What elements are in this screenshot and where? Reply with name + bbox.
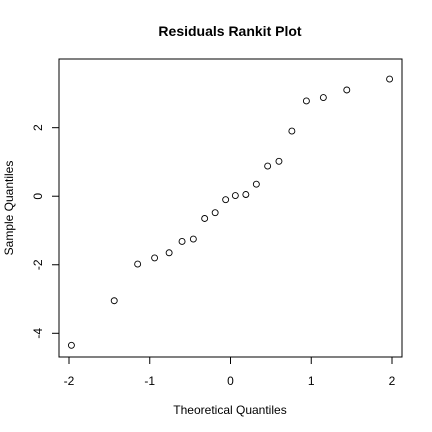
data-point	[231, 192, 239, 199]
data-point	[319, 94, 327, 101]
plot-frame	[58, 58, 403, 358]
x-tick-label: -1	[144, 374, 155, 388]
x-tick-label: 1	[308, 374, 315, 388]
y-axis: -4 -2 0 2	[31, 124, 60, 339]
data-point	[189, 235, 197, 243]
data-point	[252, 180, 260, 188]
data-point	[242, 191, 250, 198]
y-tick-label: 2	[31, 124, 45, 131]
data-point	[343, 86, 351, 94]
data-point	[264, 162, 272, 170]
x-tick-label: -2	[64, 374, 75, 388]
data-point	[178, 238, 186, 245]
x-tick-label: 2	[389, 374, 396, 388]
data-point	[151, 254, 159, 262]
data-point	[134, 260, 142, 268]
data-points	[67, 75, 394, 349]
x-axis-label: Theoretical Quantiles	[173, 403, 286, 417]
data-point	[165, 249, 173, 257]
y-axis-label: Sample Quantiles	[2, 161, 16, 256]
data-point	[288, 127, 296, 135]
data-point	[201, 215, 209, 222]
y-tick-label: 0	[31, 193, 45, 200]
data-point	[222, 196, 230, 204]
y-tick-label: -4	[31, 328, 45, 339]
data-point	[302, 97, 310, 105]
data-point	[386, 75, 394, 83]
chart-title: Residuals Rankit Plot	[158, 23, 301, 39]
data-point	[211, 209, 219, 217]
data-point	[275, 157, 283, 165]
x-tick-label: 0	[227, 374, 234, 388]
data-point	[67, 341, 75, 349]
y-tick-label: -2	[31, 259, 45, 270]
data-point	[110, 297, 118, 305]
x-axis: -2 -1 0 1 2	[64, 356, 396, 388]
